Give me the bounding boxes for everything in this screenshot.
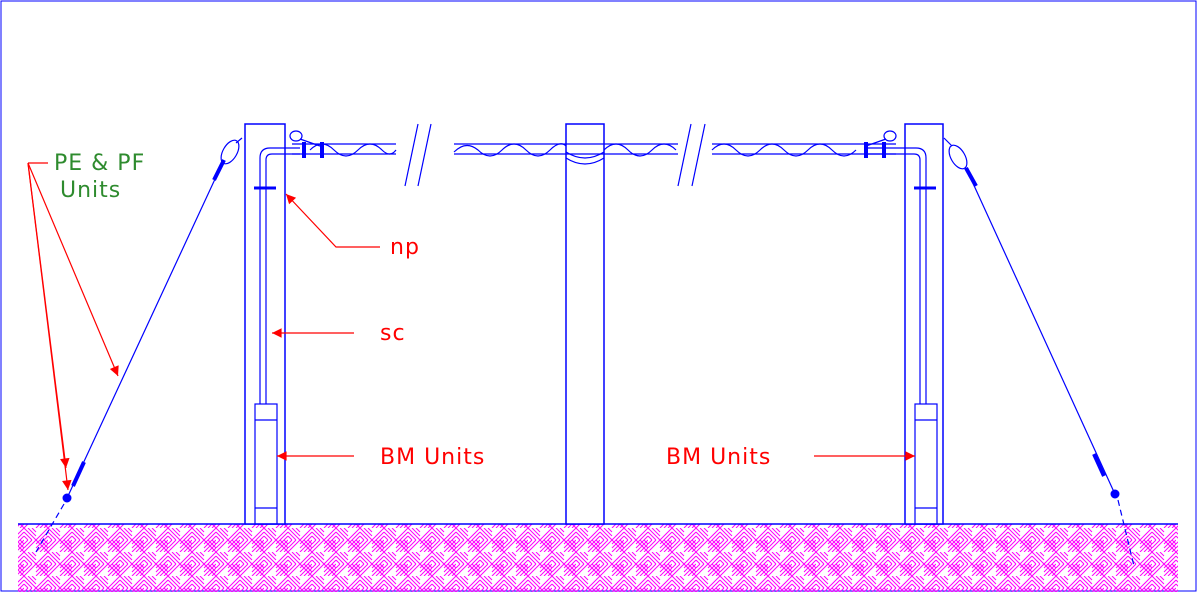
ground-hatch	[18, 524, 1178, 592]
right-guy	[943, 137, 1135, 567]
left-bm-unit	[254, 403, 278, 525]
left-sc-inner	[265, 153, 300, 404]
guy-callout-arrow-1	[27, 162, 119, 377]
guy-units-label-line2: Units	[60, 178, 121, 203]
np-callout-arrow	[285, 193, 380, 248]
right-guy-insulator	[948, 144, 968, 170]
guy-units-label-line1: PE & PF	[54, 151, 145, 176]
right-guy-anchor	[1110, 489, 1120, 499]
np-label: np	[390, 235, 420, 260]
left-guy	[35, 137, 243, 553]
left-guy-anchor	[62, 493, 72, 503]
cable-clamps	[302, 142, 886, 158]
left-guy-wire	[67, 163, 223, 497]
right-sc-inner	[868, 153, 921, 404]
bm-units-left-label: BM Units	[380, 445, 485, 470]
sc-label: sc	[380, 321, 406, 346]
right-guy-wire	[965, 167, 1115, 493]
callouts	[27, 162, 916, 491]
right-bm-unit	[914, 403, 938, 525]
left-pole	[244, 123, 286, 525]
aerial-cable	[289, 123, 897, 187]
bm-units	[254, 403, 938, 525]
bm-units-right-label: BM Units	[666, 445, 771, 470]
center-pole	[565, 123, 605, 525]
labels: PE & PF Units np sc BM Units BM Units	[54, 151, 771, 470]
service-conductors	[259, 147, 927, 404]
poles	[244, 123, 944, 525]
ground	[18, 523, 1178, 592]
left-sc-outer	[259, 147, 300, 404]
right-sc-outer	[868, 147, 927, 404]
guy-callout-arrow-3	[27, 162, 70, 469]
